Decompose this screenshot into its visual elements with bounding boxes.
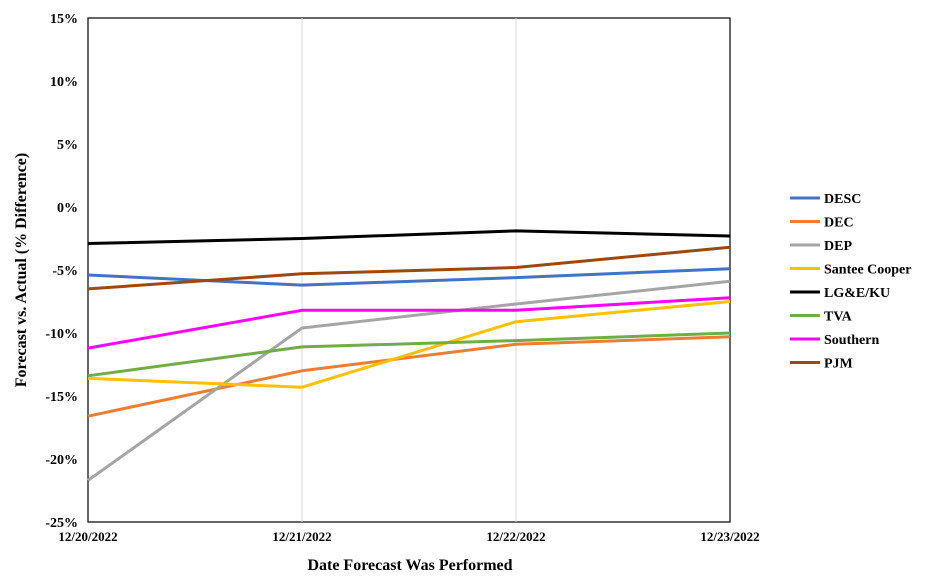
series-lines <box>87 229 731 482</box>
legend-label-desc: DESC <box>824 192 861 207</box>
x-tick-label: 12/20/2022 <box>58 529 117 544</box>
series-line-pjm <box>87 245 731 291</box>
series-line-lg-e-ku <box>87 229 731 245</box>
y-tick-label: -20% <box>45 453 78 468</box>
legend-label-santee-cooper: Santee Cooper <box>824 263 912 278</box>
legend-label-lg-e-ku: LG&E/KU <box>824 286 890 301</box>
y-axis-title: Forecast vs. Actual (% Difference) <box>13 153 30 387</box>
x-axis-ticks: 12/20/2022 12/21/2022 12/22/2022 12/23/2022 <box>58 529 759 544</box>
series-line-tva <box>87 331 731 378</box>
y-tick-label: -15% <box>45 390 78 405</box>
series-line-santee-cooper <box>87 300 731 389</box>
x-tick-label: 12/22/2022 <box>486 529 545 544</box>
series-line-southern <box>87 296 731 350</box>
x-tick-label: 12/21/2022 <box>272 529 331 544</box>
y-axis-ticks: -25% -20% -15% -10% -5% 0% 5% 10% 15% <box>45 12 78 531</box>
y-tick-label: 5% <box>57 138 78 153</box>
y-tick-label: 10% <box>50 75 78 90</box>
y-tick-label: 0% <box>57 201 78 216</box>
x-tick-label: 12/23/2022 <box>700 529 759 544</box>
legend: DESC DEC DEP Santee Cooper LG&E/KU TVA Souther… <box>790 192 912 372</box>
x-axis-title: Date Forecast Was Performed <box>307 557 512 574</box>
gridlines <box>301 18 517 522</box>
y-tick-label: -5% <box>52 264 78 279</box>
series-line-dec <box>87 335 731 418</box>
legend-label-tva: TVA <box>824 310 853 325</box>
y-tick-label: 15% <box>50 12 78 27</box>
legend-label-dep: DEP <box>824 239 852 254</box>
legend-label-dec: DEC <box>824 216 854 231</box>
y-tick-label: -25% <box>45 516 78 531</box>
y-tick-label: -10% <box>45 327 78 342</box>
series-line-dep <box>87 279 731 482</box>
legend-label-pjm: PJM <box>824 357 853 372</box>
legend-label-southern: Southern <box>824 333 879 348</box>
